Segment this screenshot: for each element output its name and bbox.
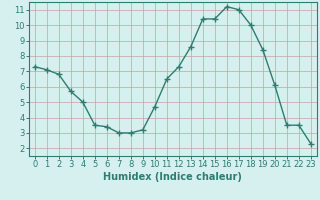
X-axis label: Humidex (Indice chaleur): Humidex (Indice chaleur): [103, 172, 242, 182]
